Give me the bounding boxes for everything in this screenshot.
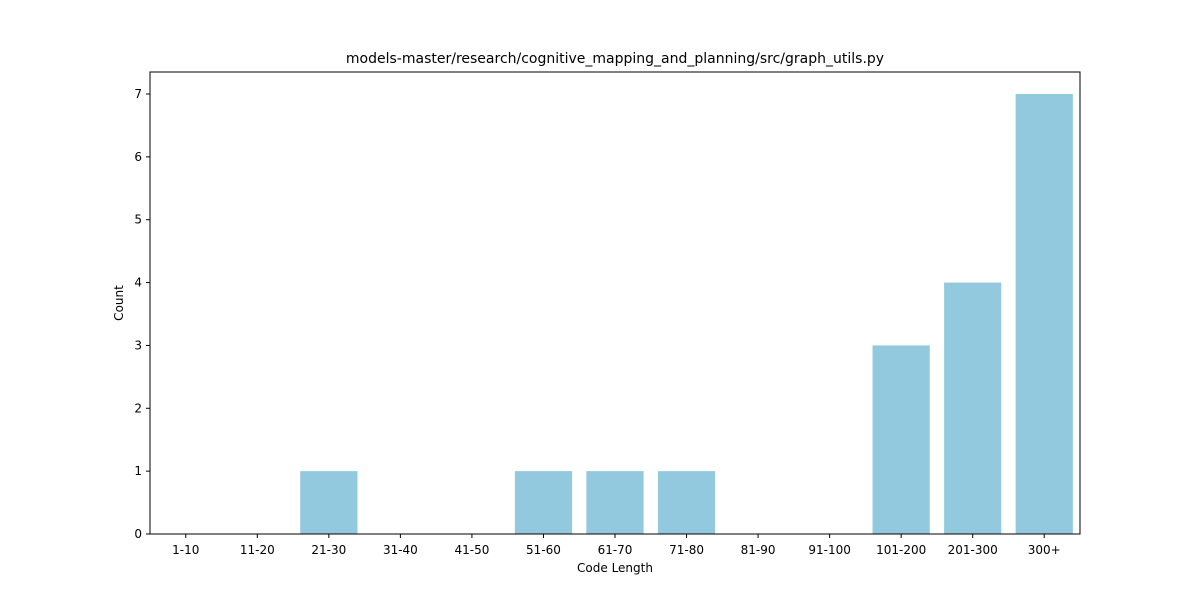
x-tick-label: 1-10 <box>172 543 199 557</box>
x-tick-label: 91-100 <box>808 543 851 557</box>
x-tick-label: 51-60 <box>526 543 561 557</box>
x-tick-label: 21-30 <box>311 543 346 557</box>
bar-101-200 <box>872 345 930 534</box>
y-tick-label: 0 <box>134 527 142 541</box>
y-tick-label: 1 <box>134 464 142 478</box>
bar-300+ <box>1015 94 1073 534</box>
x-tick-label: 81-90 <box>741 543 776 557</box>
x-tick-label: 101-200 <box>876 543 926 557</box>
x-tick-label: 31-40 <box>383 543 418 557</box>
plot-area-frame <box>149 71 1081 535</box>
x-tick-label: 61-70 <box>598 543 633 557</box>
x-tick-label: 201-300 <box>948 543 998 557</box>
bar-71-80 <box>657 471 716 534</box>
x-axis: 1-10 11-20 21-30 31-40 41-50 51-60 61-70 71-80 8… <box>172 534 1061 557</box>
y-tick-label: 6 <box>134 150 142 164</box>
bar-61-70 <box>586 471 644 534</box>
x-tick-label: 71-80 <box>669 543 704 557</box>
bar-51-60 <box>514 471 573 534</box>
x-axis-title: Code Length <box>577 561 653 575</box>
chart-title: models-master/research/cognitive_mapping… <box>346 51 884 67</box>
y-tick-label: 3 <box>134 338 142 352</box>
bar-201-300 <box>944 282 1002 534</box>
bars-group <box>300 94 1073 534</box>
y-axis: 0 1 2 3 4 5 6 7 <box>134 87 150 541</box>
bar-21-30 <box>300 471 358 534</box>
y-axis-title: Count <box>112 285 126 321</box>
y-tick-label: 2 <box>134 401 142 415</box>
y-tick-label: 7 <box>134 87 142 101</box>
y-tick-label: 4 <box>134 276 142 290</box>
x-tick-label: 41-50 <box>454 543 489 557</box>
x-tick-label: 300+ <box>1028 543 1061 557</box>
x-tick-label: 11-20 <box>240 543 275 557</box>
y-tick-label: 5 <box>134 213 142 227</box>
